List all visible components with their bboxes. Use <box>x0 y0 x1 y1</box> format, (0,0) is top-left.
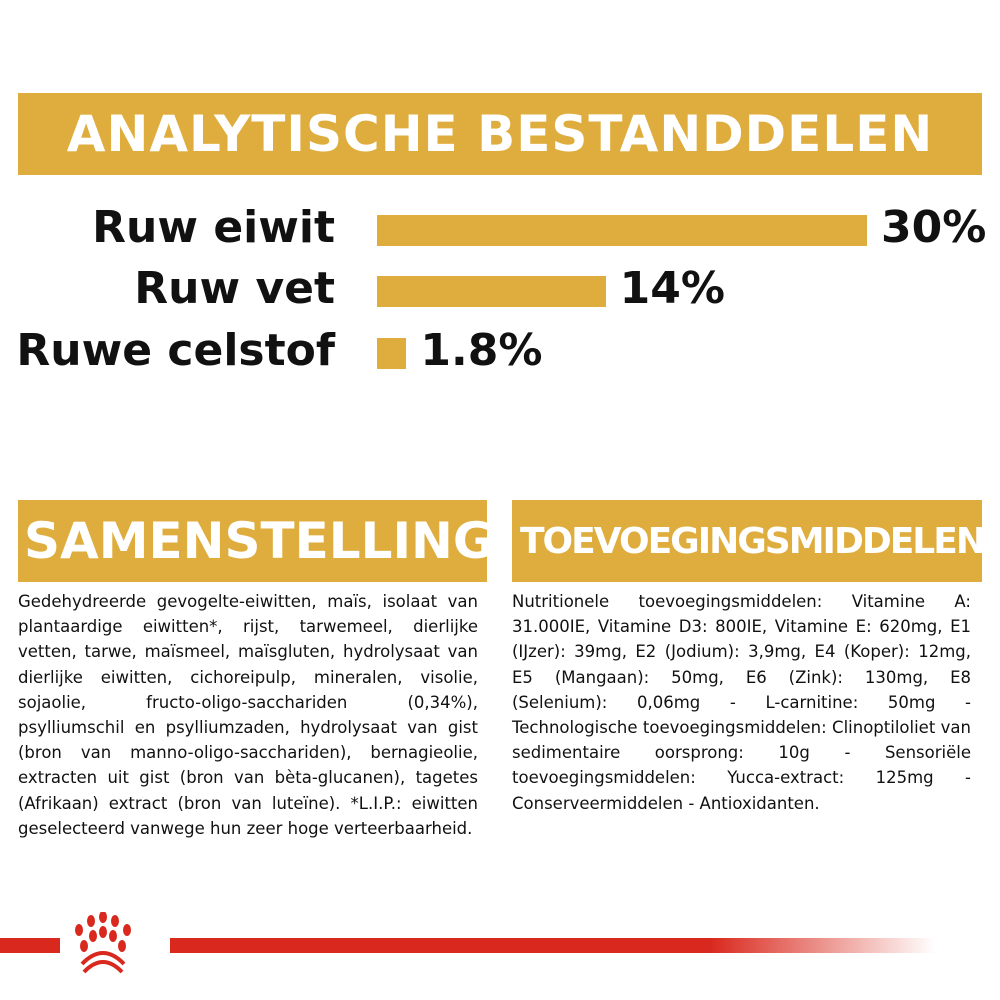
bar-value-label: 1.8% <box>420 325 543 376</box>
bar <box>377 338 407 369</box>
composition-text: Gedehydreerde gevogelte-eiwitten, maïs, … <box>18 592 478 838</box>
bar-value-label: 14% <box>619 263 725 314</box>
brand-red-line <box>0 938 935 953</box>
bar <box>377 276 606 307</box>
bar <box>377 215 867 246</box>
section-title-analytical: ANALYTISCHE BESTANDDELEN <box>18 93 982 175</box>
crown-paw-logo-icon <box>60 911 170 974</box>
additives-title: TOEVOEGINGSMIDDELEN <box>520 520 986 562</box>
section-title-additives: TOEVOEGINGSMIDDELEN (/kg) <box>512 500 1000 582</box>
bar-label: Ruwe celstof <box>16 325 335 376</box>
additives-text: Nutritionele toevoegingsmiddelen: Vitami… <box>512 592 971 813</box>
section-title-composition: SAMENSTELLING <box>18 500 494 582</box>
bar-label: Ruw eiwit <box>92 202 335 253</box>
additives-unit: (/kg) <box>992 529 1000 553</box>
bar-label: Ruw vet <box>134 263 335 314</box>
bar-value-label: 30% <box>881 202 987 253</box>
